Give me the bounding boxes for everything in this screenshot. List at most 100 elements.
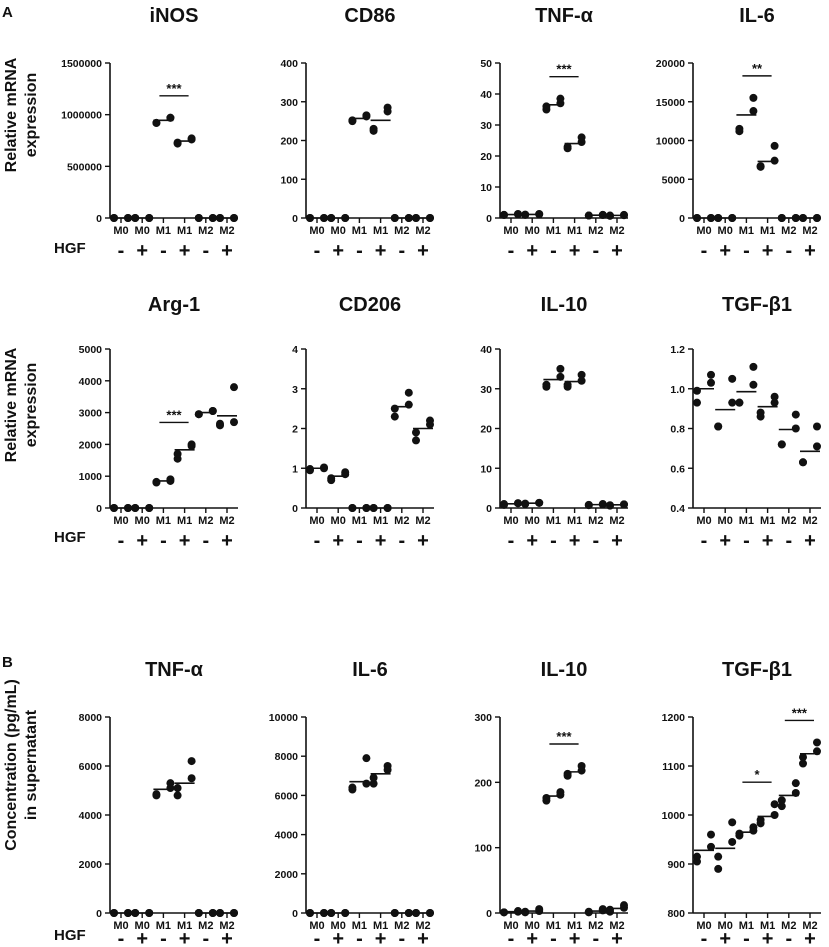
data-point xyxy=(791,424,800,433)
data-point xyxy=(606,905,614,914)
significance-label: *** xyxy=(166,407,182,422)
hgf-sign: - xyxy=(743,530,750,552)
x-tick-label: M1 xyxy=(373,920,388,932)
x-tick-label: M0 xyxy=(331,920,346,932)
hgf-sign: + xyxy=(804,530,816,552)
hgf-sign: - xyxy=(743,928,750,947)
data-point xyxy=(542,102,551,111)
significance-label: *** xyxy=(556,729,572,744)
charts-group: iNOS050000010000001500000M0-M0+M1-M1+M2-… xyxy=(61,5,821,947)
significance-label: *** xyxy=(166,81,182,96)
y-tick-label: 1200 xyxy=(662,712,686,724)
significance-label: *** xyxy=(792,705,808,720)
hgf-sign: + xyxy=(332,240,344,262)
y-tick-label: 30 xyxy=(480,384,492,396)
hgf-sign: + xyxy=(332,530,344,552)
y-tick-label: 10000 xyxy=(656,136,685,148)
data-point xyxy=(728,818,737,827)
data-point xyxy=(556,790,565,799)
hgf-sign: - xyxy=(314,530,321,552)
data-point xyxy=(756,162,765,171)
chart-title: IL-10 xyxy=(541,659,588,681)
hgf-sign: + xyxy=(526,530,538,552)
data-point xyxy=(813,422,821,431)
x-tick-label: M0 xyxy=(113,920,128,932)
hgf-sign: - xyxy=(202,928,209,947)
data-point xyxy=(208,407,217,416)
data-point xyxy=(383,103,392,112)
hgf-sign: - xyxy=(202,240,209,262)
y-tick-label: 8000 xyxy=(79,712,103,724)
x-tick-label: M0 xyxy=(309,515,324,527)
x-tick-label: M1 xyxy=(739,225,754,237)
hgf-sign: + xyxy=(179,240,191,262)
data-point xyxy=(577,766,586,775)
data-point xyxy=(735,127,744,136)
x-tick-label: M1 xyxy=(177,225,192,237)
data-point xyxy=(348,783,357,792)
y-tick-label: 1.2 xyxy=(670,344,685,356)
y-tick-label: 3 xyxy=(292,384,298,396)
data-point xyxy=(173,449,182,458)
data-point xyxy=(341,468,350,477)
x-tick-label: M2 xyxy=(781,225,796,237)
ylabel-row2: Relative mRNA expression xyxy=(3,347,40,462)
ylabel-row1: Relative mRNA expression xyxy=(3,57,40,172)
data-point xyxy=(404,400,413,409)
y-tick-label: 20000 xyxy=(656,58,685,70)
data-point xyxy=(230,383,238,392)
data-point xyxy=(693,852,701,861)
y-tick-label: 0.4 xyxy=(670,503,685,515)
data-point xyxy=(791,410,800,419)
x-tick-label: M1 xyxy=(352,515,367,527)
data-point xyxy=(556,94,565,103)
hgf-sign: + xyxy=(526,240,538,262)
data-point xyxy=(791,779,800,788)
data-point xyxy=(369,773,378,782)
hgf-sign: - xyxy=(314,928,321,947)
x-tick-label: M2 xyxy=(802,515,817,527)
x-tick-label: M1 xyxy=(373,515,388,527)
y-tick-label: 0 xyxy=(679,213,685,225)
significance-label: *** xyxy=(556,62,572,77)
data-point xyxy=(152,790,161,799)
x-tick-label: M0 xyxy=(331,515,346,527)
hgf-sign: - xyxy=(118,928,125,947)
data-point xyxy=(777,802,786,811)
data-point xyxy=(707,378,715,387)
chart-1: iNOS050000010000001500000M0-M0+M1-M1+M2-… xyxy=(61,5,238,262)
data-point xyxy=(426,420,434,429)
data-point xyxy=(770,392,779,401)
hgf-sign: + xyxy=(136,240,148,262)
x-tick-label: M0 xyxy=(696,920,711,932)
x-tick-label: M1 xyxy=(760,225,775,237)
ylabel-row1-line1: Relative mRNA xyxy=(3,57,20,172)
x-tick-label: M2 xyxy=(609,920,624,932)
hgf-sign: + xyxy=(611,240,623,262)
hgf-sign: + xyxy=(136,928,148,947)
hgf-sign: - xyxy=(592,240,599,262)
hgf-sign: - xyxy=(118,530,125,552)
x-tick-label: M2 xyxy=(198,920,213,932)
data-point xyxy=(756,408,765,417)
data-point xyxy=(777,796,786,805)
hgf-sign: - xyxy=(356,530,363,552)
hgf-sign: - xyxy=(592,928,599,947)
x-tick-label: M2 xyxy=(219,515,234,527)
chart-title: iNOS xyxy=(150,5,199,27)
hgf-sign: + xyxy=(375,530,387,552)
data-point xyxy=(749,107,758,116)
data-point xyxy=(799,458,807,467)
y-tick-label: 900 xyxy=(667,859,685,871)
hgf-sign: + xyxy=(804,928,816,947)
x-tick-label: M2 xyxy=(219,225,234,237)
x-tick-label: M2 xyxy=(781,920,796,932)
x-tick-label: M1 xyxy=(352,920,367,932)
y-tick-label: 15000 xyxy=(656,97,685,109)
y-tick-label: 0 xyxy=(292,908,298,920)
x-tick-label: M2 xyxy=(198,515,213,527)
